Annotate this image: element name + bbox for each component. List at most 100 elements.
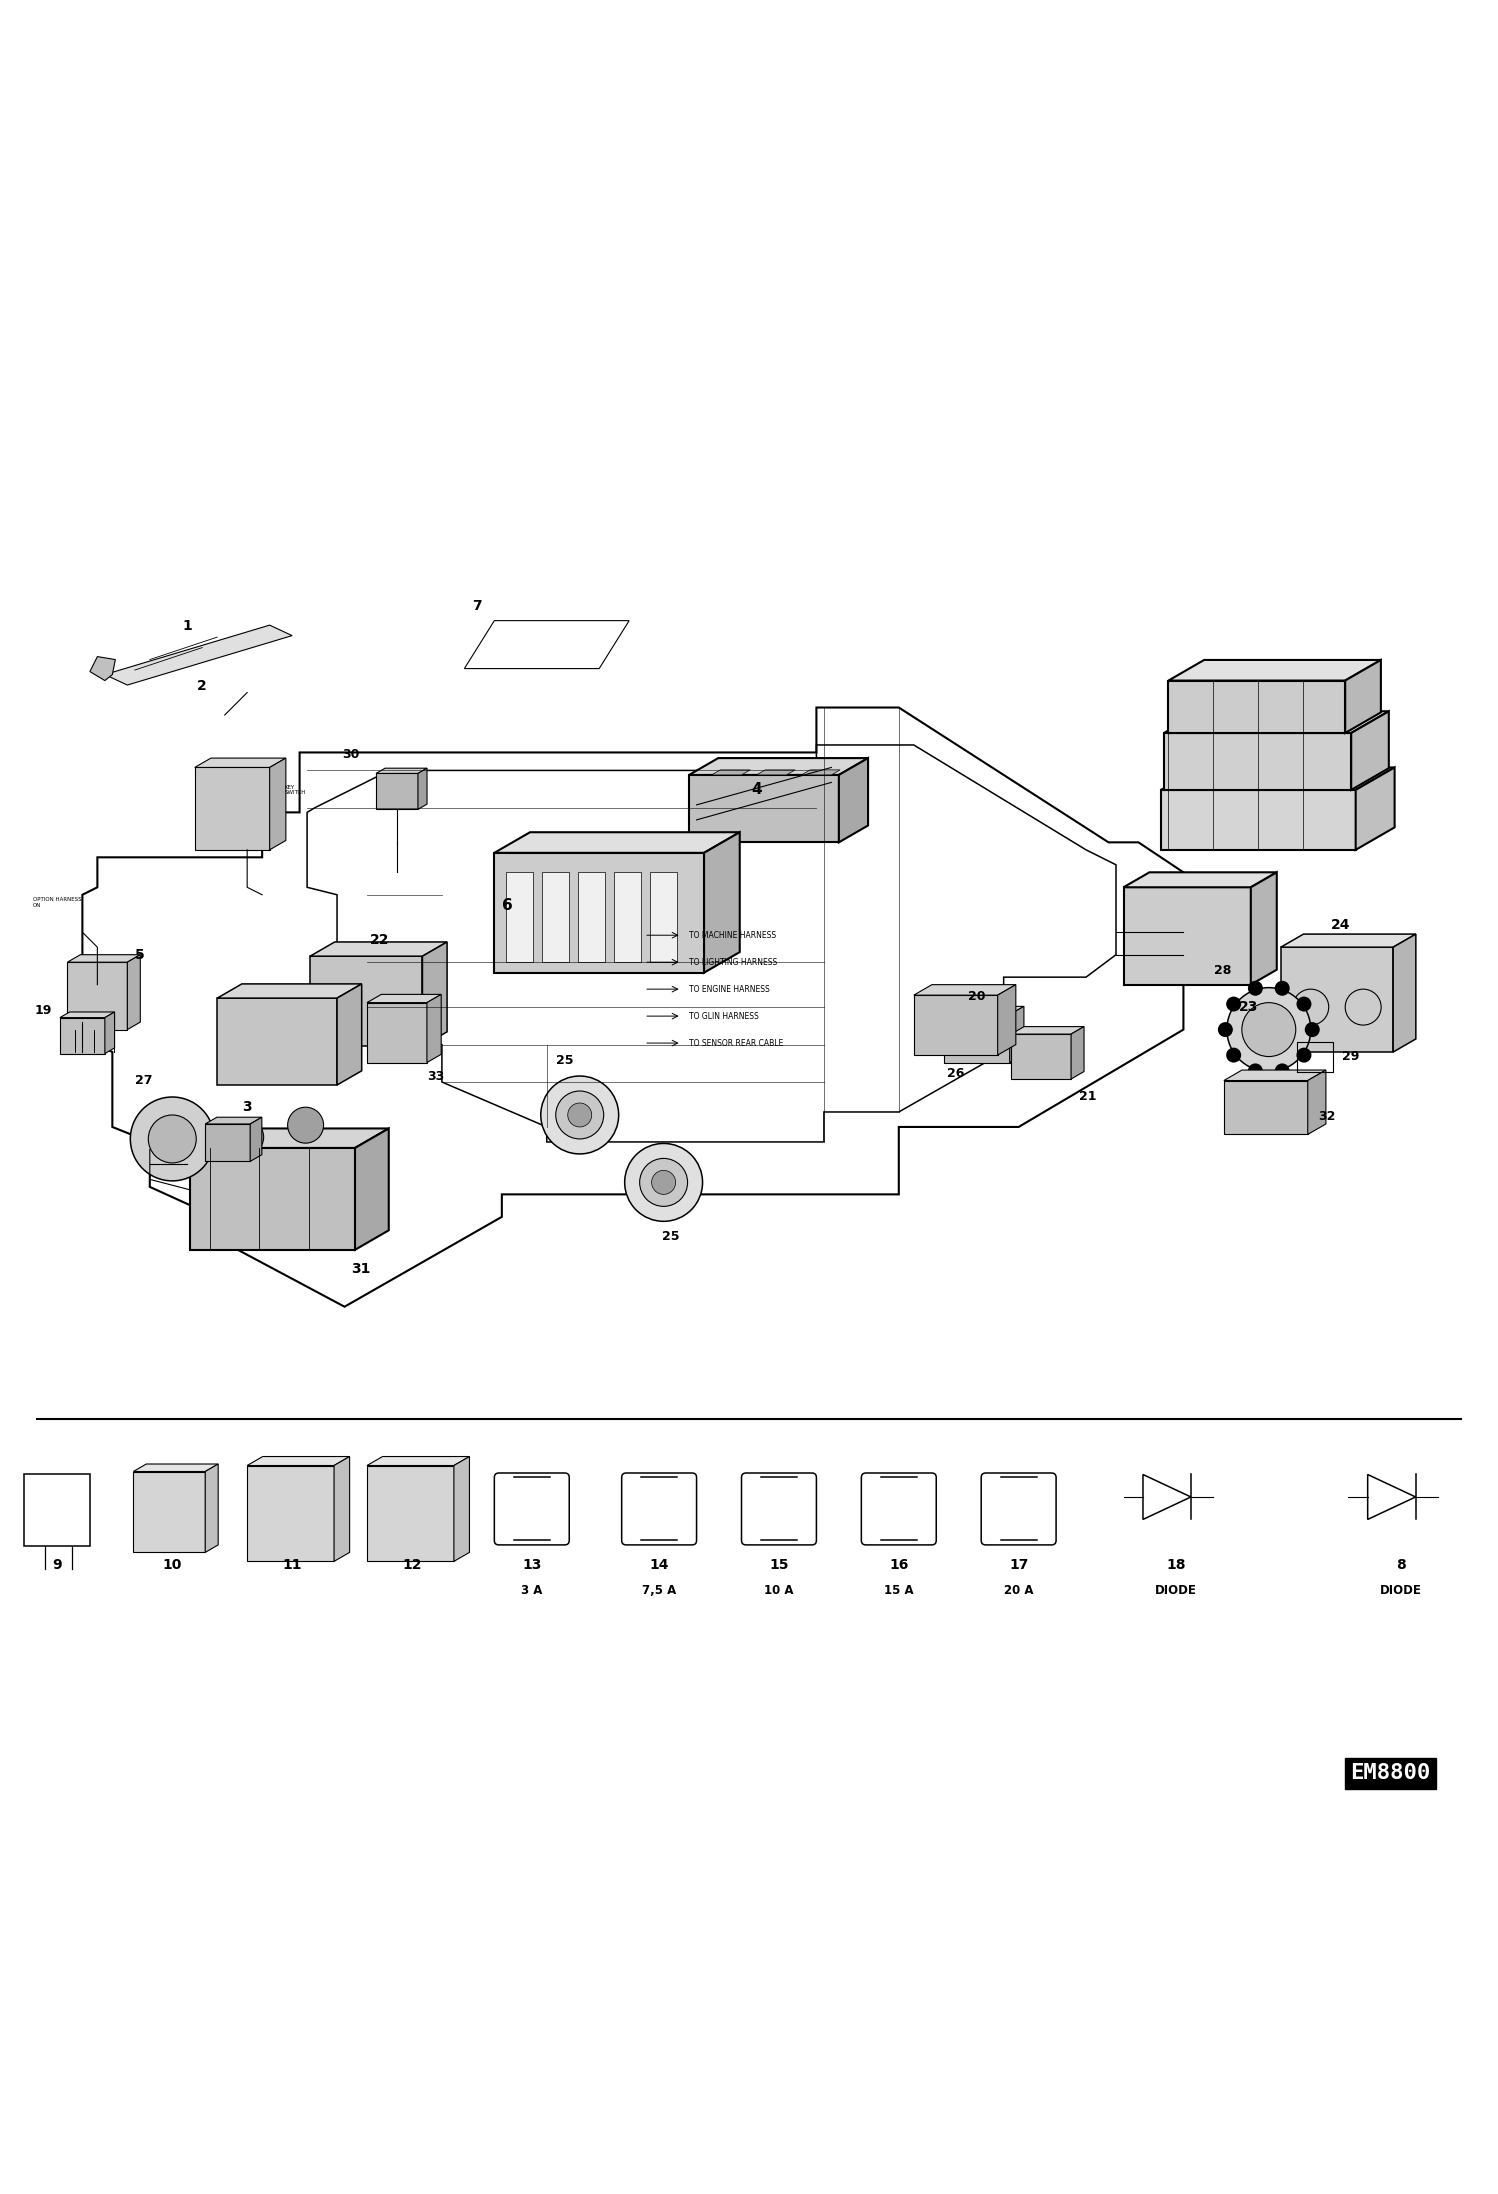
Polygon shape (105, 1011, 114, 1053)
Text: 2: 2 (198, 678, 207, 693)
Polygon shape (454, 1457, 469, 1562)
Polygon shape (1161, 790, 1356, 849)
Polygon shape (1393, 935, 1416, 1053)
Text: 19: 19 (34, 1003, 52, 1016)
Polygon shape (195, 768, 270, 849)
Polygon shape (90, 656, 115, 680)
Circle shape (1227, 996, 1242, 1011)
Text: 15: 15 (768, 1558, 789, 1573)
Text: 25: 25 (556, 1053, 574, 1066)
Polygon shape (704, 832, 740, 972)
Text: 21: 21 (1079, 1090, 1097, 1104)
Text: 15 A: 15 A (884, 1584, 914, 1597)
Circle shape (148, 1115, 196, 1163)
Polygon shape (133, 1472, 205, 1553)
Text: 16: 16 (890, 1558, 908, 1573)
Polygon shape (1168, 660, 1381, 680)
Polygon shape (944, 1007, 1025, 1014)
Text: 7,5 A: 7,5 A (643, 1584, 676, 1597)
Polygon shape (250, 1117, 262, 1161)
Text: OPTION HARNESS
ON: OPTION HARNESS ON (33, 897, 81, 908)
Text: 17: 17 (1010, 1558, 1028, 1573)
Text: 13: 13 (523, 1558, 541, 1573)
Circle shape (1227, 1047, 1242, 1062)
Polygon shape (494, 853, 704, 972)
Text: 27: 27 (135, 1073, 153, 1086)
Bar (24, 1474, 90, 1547)
Polygon shape (334, 1457, 349, 1562)
Circle shape (652, 1169, 676, 1194)
Polygon shape (801, 770, 840, 774)
Bar (650, 873, 677, 963)
Polygon shape (1124, 886, 1251, 985)
Circle shape (1296, 996, 1311, 1011)
Polygon shape (190, 1147, 355, 1251)
Polygon shape (127, 954, 141, 1029)
Polygon shape (67, 963, 127, 1029)
Polygon shape (1164, 733, 1351, 790)
Polygon shape (1168, 680, 1345, 733)
Text: 1: 1 (183, 619, 192, 632)
Polygon shape (105, 625, 292, 685)
Text: 3: 3 (243, 1099, 252, 1115)
Text: 29: 29 (1342, 1051, 1360, 1064)
Text: DIODE: DIODE (1155, 1584, 1197, 1597)
Circle shape (1275, 981, 1290, 996)
Circle shape (130, 1097, 214, 1180)
Polygon shape (1011, 1027, 1085, 1033)
Polygon shape (422, 941, 446, 1047)
Circle shape (568, 1104, 592, 1128)
Polygon shape (247, 1457, 349, 1466)
Polygon shape (205, 1123, 250, 1161)
Text: 22: 22 (370, 932, 389, 948)
Text: 32: 32 (1318, 1110, 1336, 1123)
Text: 23: 23 (1239, 1000, 1258, 1014)
Text: 25: 25 (662, 1231, 680, 1244)
Text: TO LIGHTING HARNESS: TO LIGHTING HARNESS (689, 957, 777, 968)
Polygon shape (998, 985, 1016, 1055)
Polygon shape (1161, 768, 1395, 790)
Polygon shape (1281, 948, 1393, 1053)
Polygon shape (1071, 1027, 1085, 1079)
Text: 4: 4 (750, 783, 762, 796)
Polygon shape (270, 759, 286, 849)
Text: 14: 14 (649, 1558, 670, 1573)
Polygon shape (60, 1011, 114, 1018)
Polygon shape (367, 1003, 427, 1062)
Polygon shape (944, 1014, 1010, 1062)
Polygon shape (337, 983, 361, 1086)
Text: TO GLIN HARNESS: TO GLIN HARNESS (689, 1011, 759, 1020)
Polygon shape (1281, 935, 1416, 948)
Text: 3 A: 3 A (521, 1584, 542, 1597)
Polygon shape (67, 954, 141, 963)
Bar (614, 873, 641, 963)
Circle shape (1242, 1003, 1296, 1058)
Text: DIODE: DIODE (1380, 1584, 1422, 1597)
Circle shape (1275, 1064, 1290, 1079)
Circle shape (625, 1143, 703, 1222)
Circle shape (288, 1108, 324, 1143)
Text: 24: 24 (1330, 919, 1351, 932)
Text: 8: 8 (1396, 1558, 1405, 1573)
Polygon shape (1356, 768, 1395, 849)
Polygon shape (310, 941, 446, 957)
Polygon shape (205, 1463, 219, 1553)
Polygon shape (247, 1466, 334, 1562)
Text: EM8800: EM8800 (1350, 1764, 1431, 1784)
Polygon shape (367, 1466, 454, 1562)
Text: 31: 31 (351, 1262, 370, 1275)
Text: 9: 9 (52, 1558, 61, 1573)
Circle shape (1305, 1022, 1320, 1038)
Polygon shape (689, 774, 839, 842)
Bar (542, 873, 569, 963)
Text: 30: 30 (342, 748, 360, 761)
Polygon shape (418, 768, 427, 810)
Text: TO ENGINE HARNESS: TO ENGINE HARNESS (689, 985, 770, 994)
Text: 6: 6 (502, 897, 512, 913)
Polygon shape (355, 1128, 389, 1251)
Text: 28: 28 (1213, 963, 1231, 976)
Polygon shape (494, 832, 740, 853)
Text: 12: 12 (401, 1558, 422, 1573)
Bar (506, 873, 533, 963)
Polygon shape (217, 983, 361, 998)
